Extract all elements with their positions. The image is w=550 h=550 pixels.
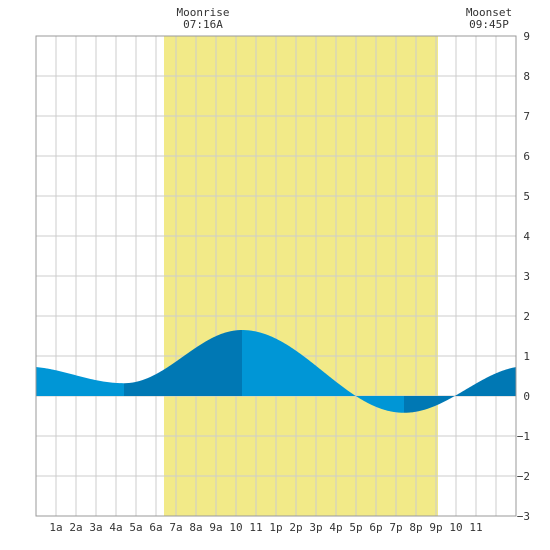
tide-area-light [36,366,124,396]
x-tick-label: 3a [89,521,102,534]
x-tick-label: 11 [469,521,482,534]
y-tick-label: −2 [517,470,530,483]
x-tick-label: 3p [309,521,322,534]
moonrise-time: 07:16A [183,18,223,31]
y-tick-label: 3 [523,270,530,283]
x-tick-label: 8p [409,521,422,534]
x-tick-label: 10 [449,521,462,534]
x-tick-label: 10 [229,521,242,534]
x-tick-label: 7a [169,521,182,534]
x-tick-label: 2a [69,521,82,534]
tide-area-dark [124,330,242,396]
y-tick-label: 1 [523,350,530,363]
y-tick-label: 9 [523,30,530,43]
x-tick-label: 8a [189,521,202,534]
x-tick-label: 5a [129,521,142,534]
x-tick-label: 6p [369,521,382,534]
y-tick-label: 5 [523,190,530,203]
x-tick-label: 1a [49,521,62,534]
moonrise-label: Moonrise [177,6,230,19]
tide-area-light [242,330,404,413]
y-tick-label: 8 [523,70,530,83]
x-tick-label: 4a [109,521,122,534]
moonset-label: Moonset [466,6,512,19]
x-tick-label: 6a [149,521,162,534]
x-tick-label: 2p [289,521,302,534]
x-tick-label: 7p [389,521,402,534]
y-tick-label: 0 [523,390,530,403]
x-tick-label: 5p [349,521,362,534]
plot-border [35,35,517,517]
y-tick-label: 2 [523,310,530,323]
x-tick-label: 11 [249,521,262,534]
y-tick-label: −1 [517,430,530,443]
y-tick-label: −3 [517,510,530,523]
x-tick-label: 9p [429,521,442,534]
x-tick-label: 1p [269,521,282,534]
y-tick-label: 4 [523,230,530,243]
y-tick-label: 6 [523,150,530,163]
moonset-time: 09:45P [469,18,509,31]
x-tick-label: 4p [329,521,342,534]
x-tick-label: 9a [209,521,222,534]
y-tick-label: 7 [523,110,530,123]
tide-area-dark [404,367,516,413]
